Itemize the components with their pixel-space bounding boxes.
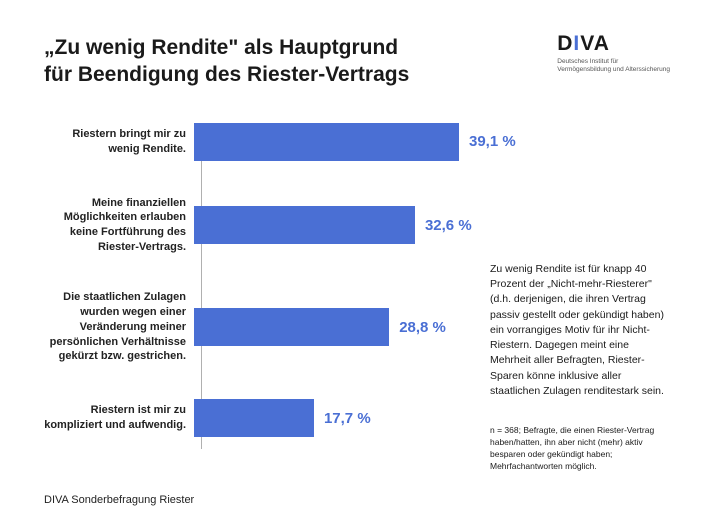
logo-letter-d: D xyxy=(557,32,573,55)
bar-label: Die staatlichen Zulagen wurden wegen ein… xyxy=(44,290,194,364)
bar-label: Riestern bringt mir zu wenig Rendite. xyxy=(44,127,194,157)
title-line-1: „Zu wenig Rendite" als Hauptgrund xyxy=(44,36,398,59)
bar-track: 32,6 % xyxy=(194,206,472,244)
logo-letters-va: VA xyxy=(580,32,610,55)
bar-fill xyxy=(194,399,314,437)
bar-row: Meine finanziellen Möglichkeiten erlaube… xyxy=(44,196,670,255)
bar-row: Riestern bringt mir zu wenig Rendite. 39,… xyxy=(44,123,670,161)
page-title: „Zu wenig Rendite" als Hauptgrund für Be… xyxy=(44,34,409,89)
bar-value: 17,7 % xyxy=(324,410,371,427)
sample-note: n = 368; Befragte, die einen Riester-Ver… xyxy=(490,425,670,473)
bar-label: Riestern ist mir zu kompliziert und aufw… xyxy=(44,403,194,433)
bar-value: 28,8 % xyxy=(399,319,446,336)
bar-fill xyxy=(194,206,415,244)
diva-logo: DIVA Deutsches Institut für Vermögensbil… xyxy=(557,32,670,75)
title-line-2: für Beendigung des Riester-Vertrags xyxy=(44,63,409,86)
logo-sub-line-1: Deutsches Institut für xyxy=(557,58,618,65)
bar-track: 39,1 % xyxy=(194,123,516,161)
page-root: „Zu wenig Rendite" als Hauptgrund für Be… xyxy=(0,0,710,532)
bar-value: 39,1 % xyxy=(469,133,516,150)
bar-track: 17,7 % xyxy=(194,399,371,437)
bar-label: Meine finanziellen Möglichkeiten erlaube… xyxy=(44,196,194,255)
logo-sub-line-2: Vermögensbildung und Alterssicherung xyxy=(557,66,670,73)
bar-value: 32,6 % xyxy=(425,217,472,234)
bar-fill xyxy=(194,308,389,346)
bar-track: 28,8 % xyxy=(194,308,446,346)
bar-fill xyxy=(194,123,459,161)
source-footer: DIVA Sonderbefragung Riester xyxy=(44,494,194,506)
explanatory-text: Zu wenig Rendite ist für knapp 40 Prozen… xyxy=(490,262,670,399)
logo-wordmark: DIVA xyxy=(557,32,670,56)
header: „Zu wenig Rendite" als Hauptgrund für Be… xyxy=(44,34,670,89)
logo-subtitle: Deutsches Institut für Vermögensbildung … xyxy=(557,58,670,75)
